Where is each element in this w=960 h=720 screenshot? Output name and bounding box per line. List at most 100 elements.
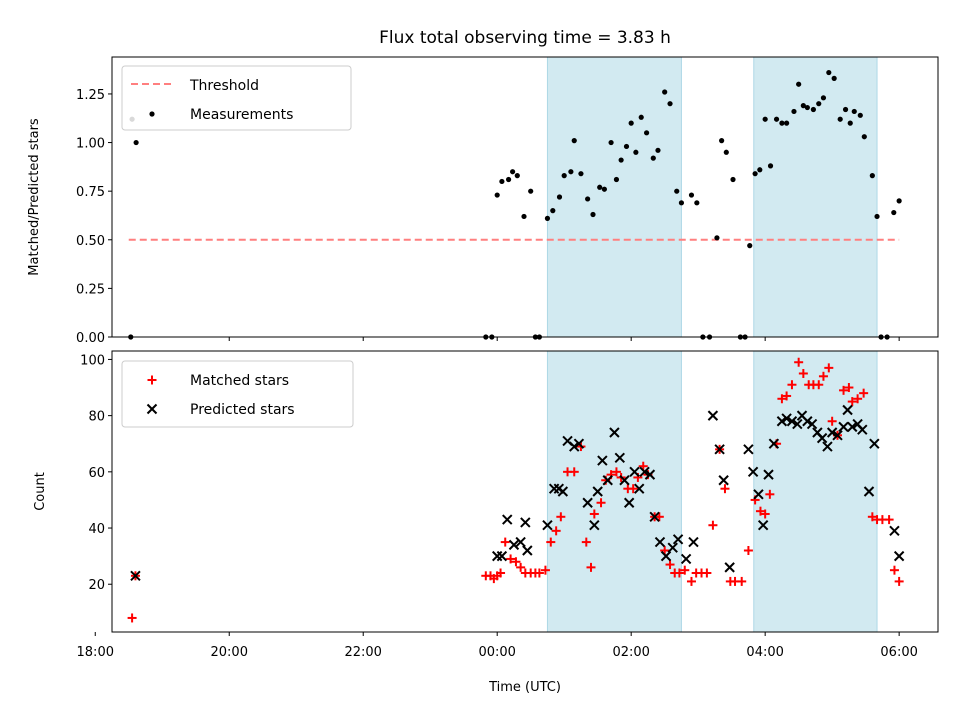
predicted-star-marker-b <box>660 550 672 562</box>
count-x-tick-label: 04:00 <box>746 645 783 660</box>
measurement-point <box>688 192 695 198</box>
count-x-axis: 18:00 20:00 22:00 00:00 02:00 04:00 06:00 <box>77 632 918 660</box>
count-x-tick-label: 00:00 <box>478 645 515 660</box>
predicted-star-marker <box>130 570 141 582</box>
predicted-star-marker <box>672 534 684 545</box>
predicted-star-marker-b <box>792 418 803 430</box>
measurement-point <box>544 215 551 221</box>
predicted-star-marker-b <box>832 430 843 441</box>
measurement-point <box>851 108 857 115</box>
measurement-point <box>804 104 810 111</box>
matched-star-marker <box>540 565 550 575</box>
predicted-star-marker <box>753 489 764 500</box>
measurement-point <box>891 209 897 216</box>
matched-star-marker <box>680 565 690 575</box>
measurement-point <box>762 116 768 122</box>
measurement-point <box>662 89 668 95</box>
measurement-points <box>128 69 902 340</box>
predicted-star-marker <box>707 410 719 421</box>
predicted-star-marker-b <box>672 534 684 545</box>
predicted-star-marker <box>639 466 650 478</box>
predicted-star-marker <box>832 430 843 441</box>
measurement-point <box>643 130 650 136</box>
predicted-star-marker <box>724 562 735 573</box>
measurement-point <box>650 155 656 161</box>
measurement-point <box>837 116 843 122</box>
predicted-star-marker <box>838 421 849 433</box>
matched-star-marker <box>720 484 730 494</box>
predicted-star-marker-b <box>863 486 875 497</box>
predicted-star-marker <box>491 550 503 562</box>
predicted-star-marker-b <box>130 570 141 582</box>
matched-star-marker <box>611 467 621 477</box>
predicted-star-marker <box>826 427 838 438</box>
matched-star-marker <box>708 520 718 530</box>
count-y-tick-label: 40 <box>88 522 105 537</box>
matched-star-marker <box>589 509 599 519</box>
ratio-y-tick-label: 0.25 <box>76 282 105 297</box>
predicted-star-marker <box>582 497 593 508</box>
predicted-star-marker-b <box>609 427 620 438</box>
measurement-point <box>791 108 797 115</box>
measurement-point <box>767 163 774 169</box>
count-y-axis: 20 40 60 80 100 <box>80 353 112 593</box>
predicted-star-marker-b <box>757 520 769 531</box>
matched-star-marker <box>867 512 877 522</box>
count-y-tick-label: 100 <box>80 353 105 368</box>
ratio-legend-box <box>121 65 352 131</box>
measurement-point <box>896 198 902 204</box>
measurement-point <box>678 200 685 206</box>
predicted-star-marker <box>786 416 798 427</box>
measurement-point <box>816 101 822 107</box>
predicted-star-marker-b <box>724 562 735 573</box>
matched-star-marker <box>853 394 863 404</box>
legend-matched-swatch <box>147 375 157 385</box>
legend-predicted-swatch-b <box>146 403 158 415</box>
matched-star-marker <box>737 576 747 586</box>
predicted-star-marker <box>806 418 818 430</box>
predicted-star-marker <box>520 517 531 528</box>
legend-predicted-swatch <box>146 403 158 415</box>
predicted-star-marker-b <box>806 418 818 430</box>
predicted-star-marker <box>757 520 769 531</box>
predicted-star-marker <box>629 466 640 478</box>
predicted-star-marker <box>602 475 613 486</box>
measurement-point <box>810 106 816 113</box>
ratio-plot-frame <box>111 56 939 338</box>
predicted-star-marker-b <box>688 536 699 548</box>
measurement-point <box>514 173 520 179</box>
predicted-star-marker-b <box>520 517 531 528</box>
matched-star-marker <box>654 512 664 522</box>
count-x-tick-label: 02:00 <box>612 645 649 660</box>
measurement-point <box>505 176 512 183</box>
predicted-star-marker-b <box>602 475 613 486</box>
matched-star-marker <box>628 484 638 494</box>
matched-star-marker <box>586 562 596 572</box>
top-observing-intervals <box>546 56 878 338</box>
predicted-star-marker <box>680 553 692 565</box>
matched-star-marker <box>894 576 904 586</box>
measurement-point <box>674 188 680 194</box>
measurement-point <box>510 169 516 175</box>
predicted-star-marker-b <box>667 542 678 553</box>
predicted-star-marker <box>557 486 569 497</box>
matched-star-marker <box>569 467 579 477</box>
predicted-stars-series <box>130 404 905 582</box>
measurement-point <box>831 75 837 81</box>
measurement-point <box>730 176 736 183</box>
predicted-star-marker-b <box>592 486 603 497</box>
matched-star-marker <box>546 537 556 547</box>
predicted-star-marker-b <box>753 489 764 500</box>
matched-star-marker <box>534 568 544 578</box>
predicted-star-marker <box>502 514 513 525</box>
measurement-point <box>133 139 139 146</box>
measurement-point <box>613 176 620 183</box>
predicted-star-marker <box>573 438 585 449</box>
ratio-legend: Threshold Measurements <box>121 65 352 131</box>
count-legend-box <box>121 360 354 428</box>
matched-star-marker <box>500 537 510 547</box>
ratio-y-tick-label: 1.25 <box>76 88 105 103</box>
predicted-star-marker-b <box>852 418 863 430</box>
measurement-point <box>757 167 763 173</box>
bottom-observing-intervals <box>546 350 878 633</box>
